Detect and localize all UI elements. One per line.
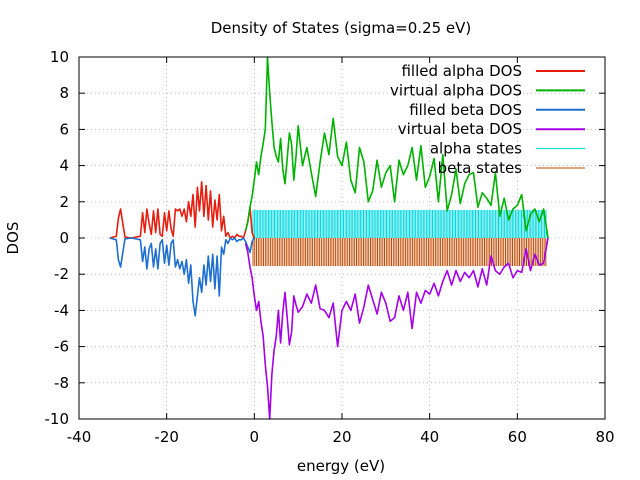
legend-label-beta-states: beta states <box>438 159 523 177</box>
alpha-states-impulses <box>252 209 547 238</box>
x-tick-label: 80 <box>595 428 614 446</box>
y-tick-label: -8 <box>54 374 69 392</box>
filled-beta-dos-line <box>109 237 255 317</box>
filled-alpha-dos-line <box>109 181 256 239</box>
x-tick-label: 0 <box>250 428 260 446</box>
x-tick-label: -40 <box>67 428 92 446</box>
y-tick-label: -10 <box>45 410 70 428</box>
beta-states-impulses <box>252 238 547 267</box>
x-tick-label: 20 <box>332 428 351 446</box>
x-tick-label: -20 <box>154 428 179 446</box>
y-tick-label: -4 <box>54 301 69 319</box>
x-tick-label: 40 <box>420 428 439 446</box>
legend-label-filled-beta-dos: filled beta DOS <box>409 101 522 119</box>
x-axis-label: energy (eV) <box>297 457 385 475</box>
y-axis-label: DOS <box>4 222 22 255</box>
chart-title: Density of States (sigma=0.25 eV) <box>211 19 472 37</box>
y-tick-label: 10 <box>50 48 69 66</box>
y-tick-label: 4 <box>59 157 69 175</box>
legend-label-alpha-states: alpha states <box>430 140 522 158</box>
y-tick-label: 6 <box>59 120 69 138</box>
y-tick-label: 0 <box>59 229 69 247</box>
series-lines <box>109 56 549 420</box>
legend-label-filled-alpha-dos: filled alpha DOS <box>401 62 522 80</box>
legend-label-virtual-beta-dos: virtual beta DOS <box>398 120 522 138</box>
state-impulses <box>252 209 547 267</box>
virtual-beta-dos-line <box>244 237 549 420</box>
y-tick-label: 8 <box>59 84 69 102</box>
y-tick-label: -2 <box>54 265 69 283</box>
y-tick-label: -6 <box>54 338 69 356</box>
virtual-alpha-dos-line <box>244 56 549 239</box>
x-tick-label: 60 <box>508 428 527 446</box>
legend-label-virtual-alpha-dos: virtual alpha DOS <box>390 81 522 99</box>
y-tick-label: 2 <box>59 193 69 211</box>
